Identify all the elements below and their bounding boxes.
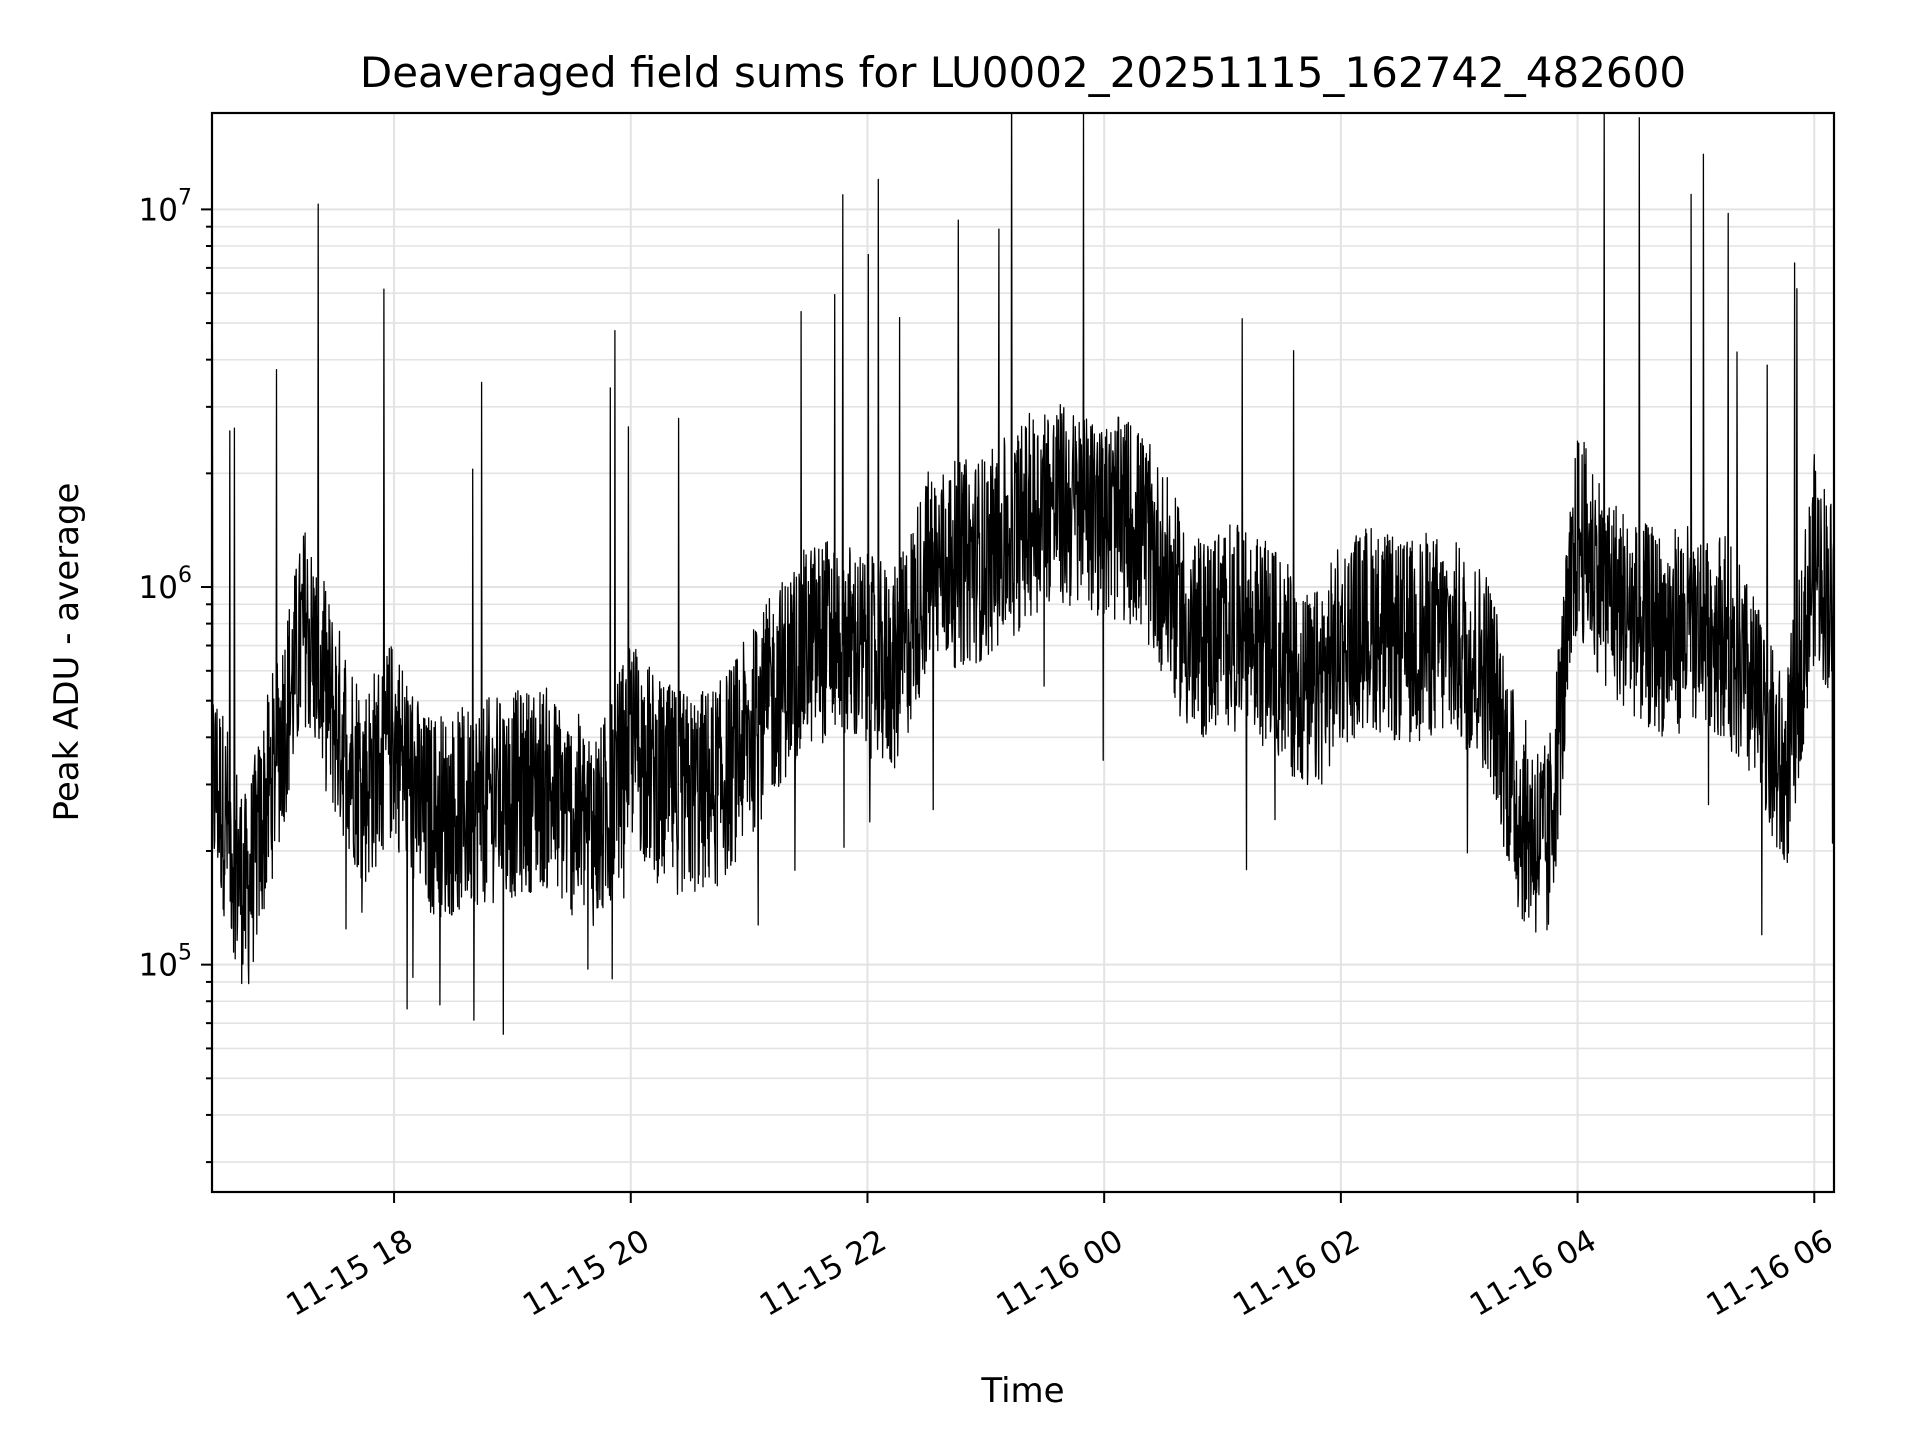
y-axis: 105 106 107 <box>139 185 212 1164</box>
chart-title: Deaveraged field sums for LU0002_2025111… <box>360 48 1686 97</box>
plot-frame <box>210 111 1836 1194</box>
y-axis-label: Peak ADU - average <box>47 483 87 822</box>
y-tick-label: 105 <box>139 941 192 984</box>
plot-area <box>212 113 1834 1035</box>
x-axis-label: Time <box>980 1371 1064 1411</box>
series-line <box>212 113 1834 1035</box>
y-tick-label: 107 <box>139 185 192 228</box>
y-tick-label: 106 <box>139 563 192 606</box>
